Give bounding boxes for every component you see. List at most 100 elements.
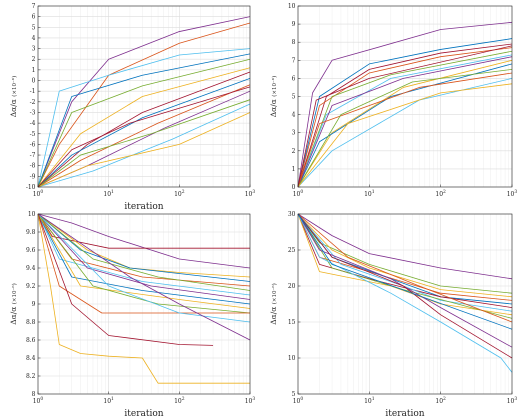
y-tick-label: -7 [30,152,36,159]
y-tick-label: 3 [32,46,36,53]
series-line-9 [37,84,251,188]
series-line-1 [37,16,251,188]
y-tick-label: 8.2 [26,373,36,380]
series-line-14 [37,213,214,346]
y-axis-label: Δα/α (×10⁻⁶) [269,283,278,324]
series-line-15 [37,213,251,341]
series-line-9 [297,56,513,188]
series-line-13 [37,213,251,323]
series-line-6 [297,54,513,188]
series-line-6 [37,67,251,188]
series-line-14 [297,45,513,188]
x-tick-label: 101 [103,189,114,198]
y-axis-label: Δα/α (×10⁻⁶) [9,283,18,324]
x-axis-label: iteration [124,409,163,418]
y-tick-label: 9.8 [26,229,36,236]
series-line-9 [37,213,251,305]
y-tick-label: 5 [292,94,296,101]
series-line-6 [297,213,513,308]
x-tick-label: 101 [364,189,375,198]
y-tick-label: -1 [30,88,36,95]
y-tick-label: 5 [32,24,36,31]
series-line-7 [37,71,251,188]
series-line-16 [37,213,250,384]
series-line-8 [297,63,513,188]
y-tick-label: 1 [32,67,36,74]
series-line-4 [37,213,251,282]
series-line-10 [37,90,251,188]
x-tick-label: 103 [245,396,256,405]
y-tick-label: -9 [30,173,36,180]
y-tick-label: 8 [292,39,296,46]
y-tick-label: 0 [32,78,36,85]
series-line-2 [297,213,513,294]
y-tick-label: 9.6 [26,247,36,254]
series-line-7 [297,59,513,188]
y-tick-label: 25 [288,247,296,254]
x-tick-label: 102 [174,396,185,405]
x-tick-label: 102 [174,189,185,198]
series-line-12 [297,78,513,188]
x-tick-label: 103 [507,396,518,405]
series-line-8 [37,78,251,188]
series-line-5 [297,50,513,188]
series-line-13 [297,83,513,188]
series-line-14 [297,213,513,330]
series-line-13 [297,213,513,373]
y-tick-label: -4 [30,120,36,127]
series-line-7 [37,213,251,296]
y-tick-label: 10 [288,3,296,10]
y-tick-label: 15 [288,319,296,326]
y-tick-label: 4 [32,35,36,42]
y-tick-label: 2 [292,148,296,155]
series-line-3 [37,48,251,188]
series-line-3 [297,43,513,188]
y-tick-label: 10 [288,355,296,362]
y-tick-label: -5 [30,131,36,138]
y-tick-label: 5 [292,391,296,398]
x-axis-label: iteration [124,202,163,212]
series-line-12 [37,213,250,314]
axes-box [37,5,251,188]
series-line-11 [37,213,251,314]
series-line-8 [37,213,251,300]
x-tick-label: 103 [507,189,518,198]
series-line-6 [37,213,251,291]
series-line-4 [37,53,251,188]
y-tick-label: 7 [32,3,36,10]
y-tick-label: 2 [32,56,36,63]
x-tick-label: 101 [103,396,114,405]
series-line-13 [37,112,251,188]
series-line-10 [37,213,251,309]
x-tick-label: 101 [364,396,375,405]
series-line-10 [297,213,513,323]
series-line-11 [297,213,513,348]
series-line-2 [37,213,250,249]
panel-4: 5 10 15 20 25 30 100 101 102 103 iteration Δα/α (×1… [269,211,517,418]
x-tick-label: 102 [435,396,446,405]
y-tick-label: 9 [32,301,36,308]
y-tick-label: -10 [26,184,36,191]
axes-box [297,213,513,395]
series-line-1 [297,21,513,188]
y-tick-label: 8.4 [26,355,36,362]
series-line-9 [297,213,513,319]
y-tick-label: 0 [292,184,296,191]
panel-3: 8 8.2 8.4 8.6 8.8 9 9.2 9.4 9.6 9.8 10 100 101 102 103… [9,211,255,418]
y-axis-label: Δα/α (×10⁻⁶) [269,76,278,117]
series-line-14 [37,86,251,188]
x-axis-label: iteration [385,409,424,418]
y-tick-label: -2 [30,99,36,106]
series-line-3 [297,213,513,298]
y-tick-label: 8 [32,391,36,398]
y-tick-label: -6 [30,141,36,148]
y-tick-label: 20 [288,283,296,290]
series-line-10 [297,72,513,188]
x-tick-label: 100 [293,396,304,405]
series-line-11 [297,68,513,188]
series-line-1 [37,213,251,269]
x-tick-label: 103 [245,189,256,198]
series-line-11 [37,99,251,188]
